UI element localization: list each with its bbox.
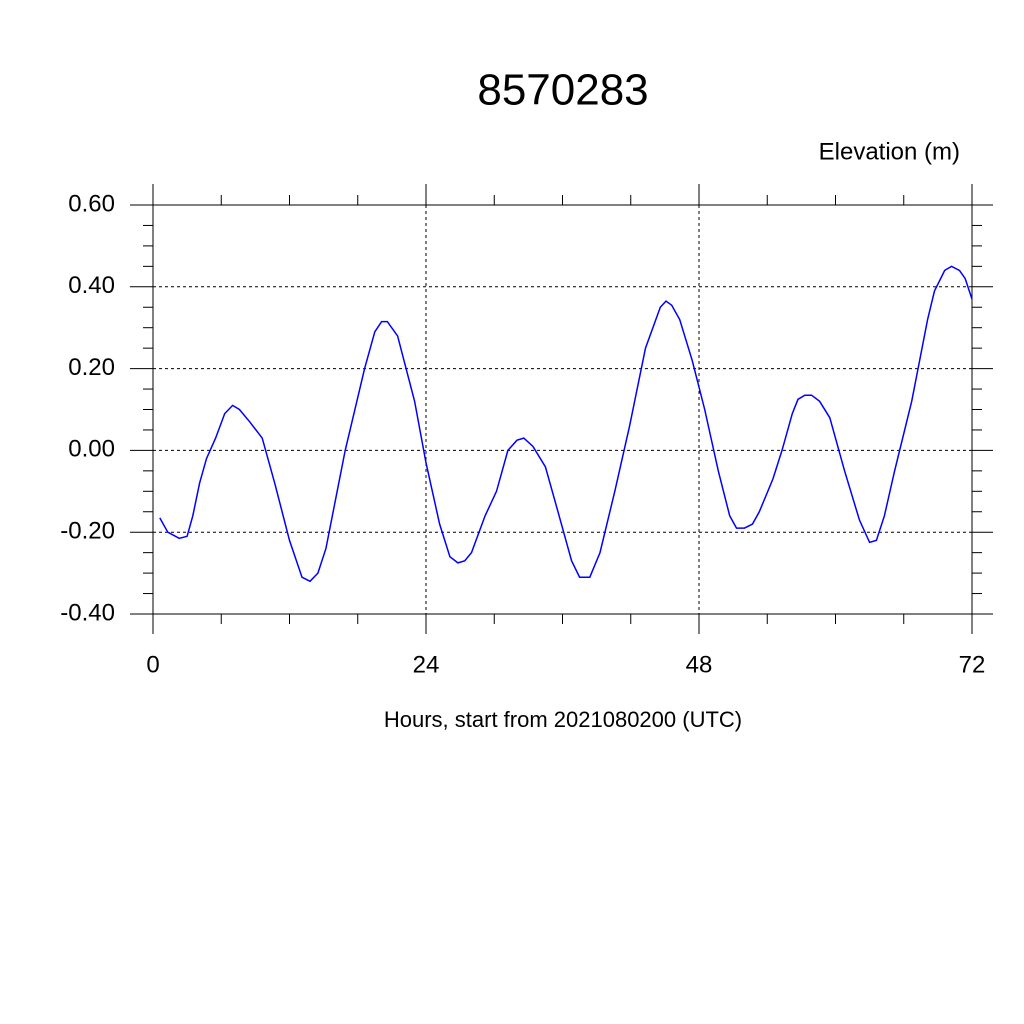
x-tick-label: 48 xyxy=(686,651,713,678)
x-tick-label: 24 xyxy=(413,651,440,678)
y-tick-label: 0.60 xyxy=(68,190,115,217)
y-tick-label: 0.00 xyxy=(68,436,115,463)
series-line xyxy=(159,265,973,583)
y-tick-label: -0.40 xyxy=(60,599,115,626)
y-tick-label: 0.40 xyxy=(68,272,115,299)
y-unit-label: Elevation (m) xyxy=(819,138,960,165)
y-tick-label: -0.20 xyxy=(60,518,115,545)
chart-title: 8570283 xyxy=(477,66,648,115)
y-tick-label: 0.20 xyxy=(68,354,115,381)
x-tick-label: 72 xyxy=(959,651,986,678)
x-tick-label: 0 xyxy=(146,651,159,678)
x-axis-label: Hours, start from 2021080200 (UTC) xyxy=(384,707,742,732)
